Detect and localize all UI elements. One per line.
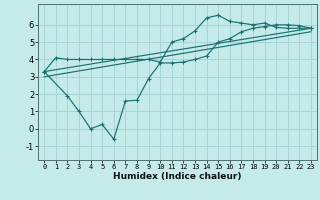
- X-axis label: Humidex (Indice chaleur): Humidex (Indice chaleur): [113, 172, 242, 181]
